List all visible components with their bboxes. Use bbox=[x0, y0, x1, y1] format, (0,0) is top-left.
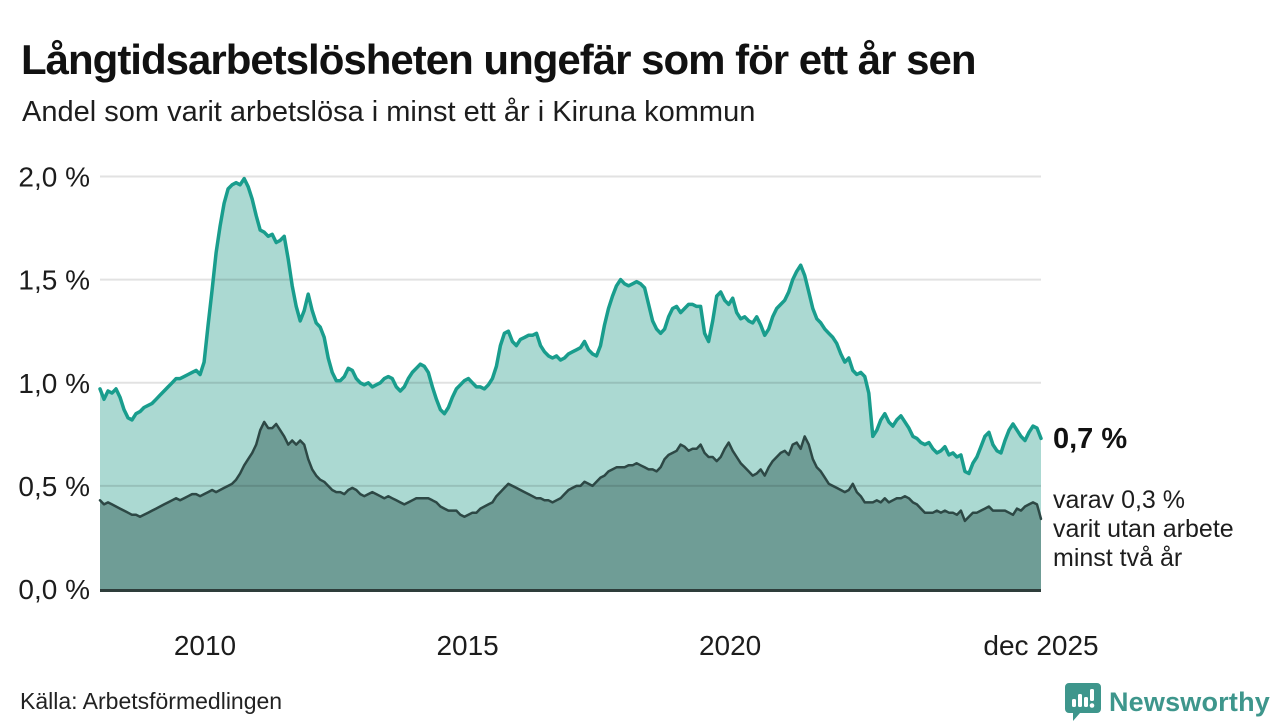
area-fill-series-1 bbox=[100, 421, 1041, 589]
y-tick-label-2,0 %: 2,0 % bbox=[18, 162, 90, 193]
x-tick-label-dec 2025: dec 2025 bbox=[983, 630, 1098, 661]
x-tick-label-2020: 2020 bbox=[699, 630, 761, 661]
newsworthy-logo: Newsworthy bbox=[1064, 682, 1270, 722]
x-tick-label-2015: 2015 bbox=[436, 630, 498, 661]
y-tick-label-0,0 %: 0,0 % bbox=[18, 574, 90, 605]
line-series-0 bbox=[98, 176, 1043, 476]
chart-subtitle: Andel som varit arbetslösa i minst ett å… bbox=[22, 96, 756, 128]
series-end-label-total: 0,7 % bbox=[1053, 423, 1128, 455]
series-end-label-detail: varav 0,3 % varit utan arbete minst två … bbox=[1053, 486, 1234, 572]
x-tick-label-2010: 2010 bbox=[174, 630, 236, 661]
y-tick-label-1,0 %: 1,0 % bbox=[18, 368, 90, 399]
y-tick-label-0,5 %: 0,5 % bbox=[18, 471, 90, 502]
line-series-1 bbox=[98, 420, 1043, 523]
source-caption: Källa: Arbetsförmedlingen bbox=[20, 688, 283, 714]
brand-wordmark: Newsworthy bbox=[1108, 686, 1270, 717]
page-title: Långtidsarbetslösheten ungefär som för e… bbox=[21, 36, 977, 84]
bar-chart-speech-bubble-icon bbox=[1064, 683, 1101, 721]
y-tick-label-1,5 %: 1,5 % bbox=[18, 265, 90, 296]
